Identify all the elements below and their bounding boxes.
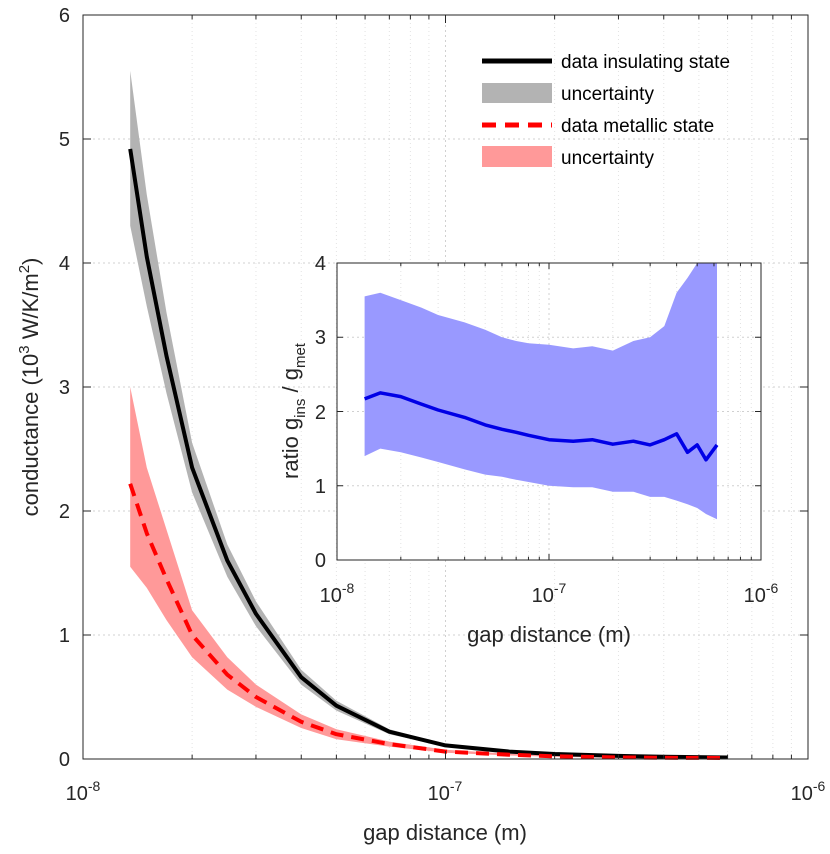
legend-label-metallic: data metallic state [561,116,714,137]
main-x-tick-label: 10-7 [428,778,463,805]
main-y-tick-label: 1 [59,625,70,647]
inset-y-tick-labels: 0 1 2 3 4 [315,253,326,572]
legend-swatch-insulating-uncertainty [482,83,552,103]
inset-plot: 0 1 2 3 4 10-8 10-7 10-6 gap distance (m… [278,253,779,647]
ratio-uncertainty-band [364,263,717,520]
inset-x-tick-label: 10-6 [744,580,779,607]
main-y-tick-label: 3 [59,377,70,399]
inset-uncertainty-band [364,263,717,520]
inset-x-axis-label: gap distance (m) [467,622,631,647]
inset-y-tick-label: 4 [315,253,326,275]
inset-x-tick-label: 10-8 [320,580,355,607]
main-y-tick-label: 6 [59,5,70,27]
main-y-tick-labels: 0 1 2 3 4 5 6 [59,5,70,771]
insulating-data-line [128,148,728,760]
main-x-tick-label: 10-8 [66,778,101,805]
inset-ratio-line [363,391,719,462]
inset-x-tick-labels: 10-8 10-7 10-6 [320,580,779,607]
ratio-data-line [363,391,719,462]
main-tick-marks [82,14,809,760]
inset-y-tick-label: 2 [315,402,326,424]
main-x-tick-label: 10-6 [791,778,826,805]
metallic-data-line [128,483,728,760]
legend-swatch-metallic-uncertainty [482,146,552,167]
legend: data insulating state uncertainty data m… [482,52,730,169]
main-y-tick-label: 0 [59,749,70,771]
inset-tick-marks [336,262,762,561]
main-x-axis-label: gap distance (m) [363,820,527,845]
inset-x-tick-label: 10-7 [532,580,567,607]
legend-label-metallic-uncertainty: uncertainty [561,148,654,169]
inset-y-tick-label: 1 [315,476,326,498]
main-y-tick-label: 4 [59,253,70,275]
inset-y-tick-label: 3 [315,327,326,349]
main-y-axis-label: conductance (103 W/K/m2) [16,258,43,517]
main-data-lines [128,148,728,760]
inset-y-axis-label: ratio gins / gmet [278,342,309,479]
main-y-tick-label: 2 [59,501,70,523]
main-x-tick-labels: 10-8 10-7 10-6 [66,778,826,805]
main-y-tick-label: 5 [59,129,70,151]
legend-label-insulating: data insulating state [561,52,730,73]
legend-label-insulating-uncertainty: uncertainty [561,84,654,105]
inset-y-tick-label: 0 [315,550,326,572]
